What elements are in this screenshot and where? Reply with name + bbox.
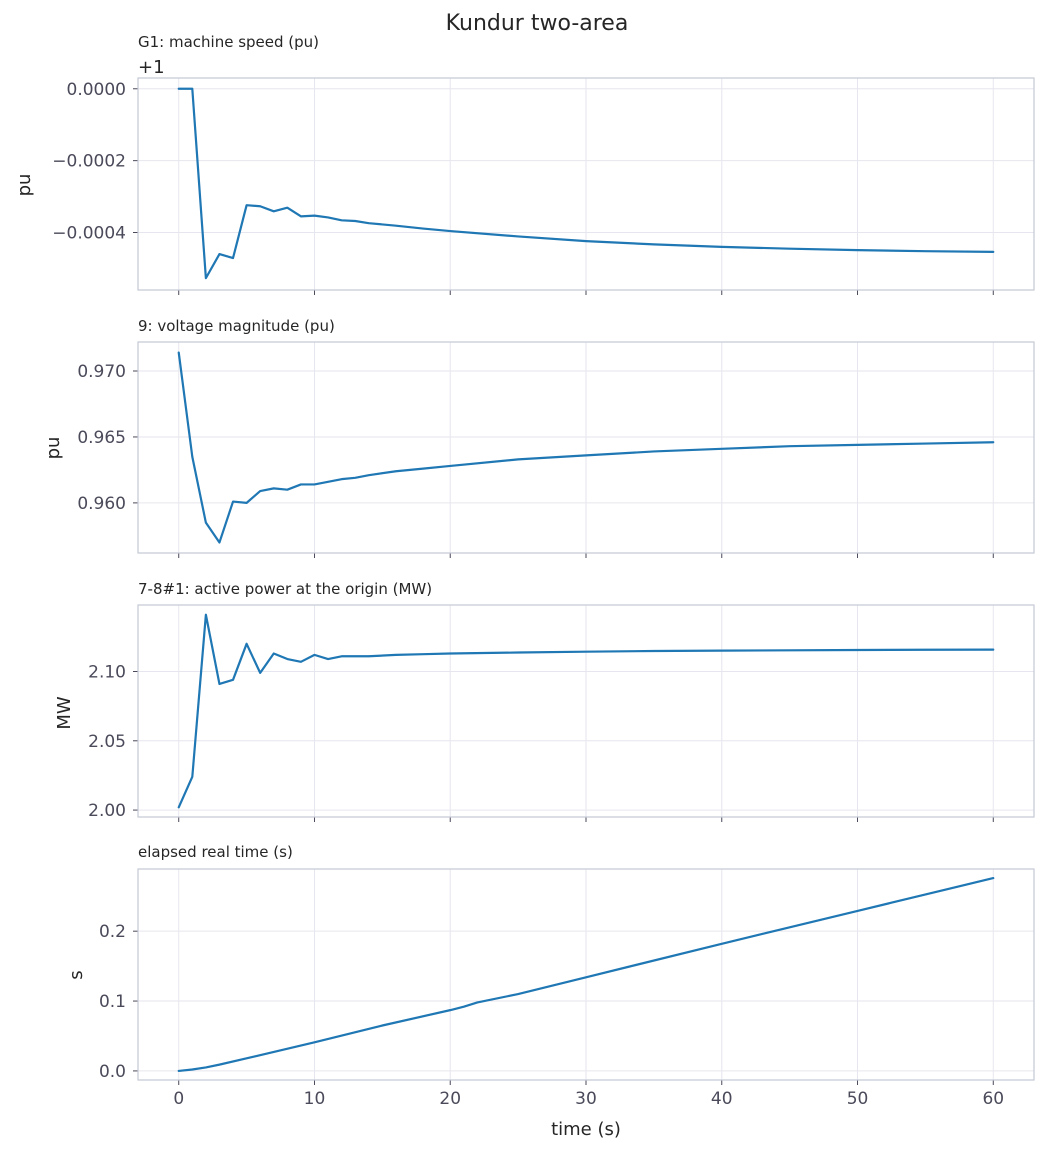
y-tick-label: 0.0 xyxy=(99,1062,126,1082)
x-tick-label: 0 xyxy=(173,1089,184,1109)
series-line xyxy=(177,876,995,1073)
panel-title: elapsed real time (s) xyxy=(138,843,293,861)
plot-frame xyxy=(137,77,1035,291)
y-offset-label: +1 xyxy=(138,57,165,78)
y-tick-label: 2.05 xyxy=(88,732,126,752)
series-line xyxy=(177,613,995,809)
y-tick-label: 0.1 xyxy=(99,992,126,1012)
y-tick-label: −0.0004 xyxy=(52,224,126,244)
x-tick-label: 20 xyxy=(439,1089,461,1109)
x-tick-label: 10 xyxy=(304,1089,326,1109)
y-axis-label: pu xyxy=(43,437,64,460)
plot-frame xyxy=(137,868,1035,1081)
x-axis-label: time (s) xyxy=(551,1119,621,1140)
x-tick-label: 40 xyxy=(711,1089,733,1109)
plot-frame xyxy=(137,341,1035,554)
y-tick-label: −0.0002 xyxy=(52,152,126,172)
panel-title: 9: voltage magnitude (pu) xyxy=(138,317,335,335)
panel-title: G1: machine speed (pu) xyxy=(138,33,319,51)
plot-frame xyxy=(137,604,1035,818)
y-tick-label: 0.0000 xyxy=(67,80,126,100)
y-axis-label: MW xyxy=(54,696,75,730)
x-tick-label: 60 xyxy=(982,1089,1004,1109)
y-tick-label: 0.965 xyxy=(77,428,126,448)
series-line xyxy=(177,87,995,280)
x-tick-label: 30 xyxy=(575,1089,597,1109)
panel-elapsed-time: elapsed real time (s) s time (s) 0 10 20 30… xyxy=(66,843,1035,1140)
panel-machine-speed: G1: machine speed (pu) +1 pu 0.0000 −0.00… xyxy=(14,33,1035,295)
y-tick-label: 0.960 xyxy=(77,494,126,514)
panel-title: 7-8#1: active power at the origin (MW) xyxy=(138,580,432,598)
series-line xyxy=(177,351,995,544)
panel-voltage-magnitude: 9: voltage magnitude (pu) pu 0.970 0.965 0… xyxy=(43,317,1035,558)
y-axis-label: s xyxy=(66,970,87,979)
x-tick-label: 50 xyxy=(847,1089,869,1109)
y-axis-label: pu xyxy=(14,174,35,197)
y-tick-label: 2.00 xyxy=(88,801,126,821)
y-tick-label: 0.970 xyxy=(77,362,126,382)
y-tick-label: 0.2 xyxy=(99,922,126,942)
panel-active-power: 7-8#1: active power at the origin (MW) M… xyxy=(54,580,1035,822)
y-tick-label: 2.10 xyxy=(88,663,126,683)
figure-title: Kundur two-area xyxy=(446,11,629,36)
